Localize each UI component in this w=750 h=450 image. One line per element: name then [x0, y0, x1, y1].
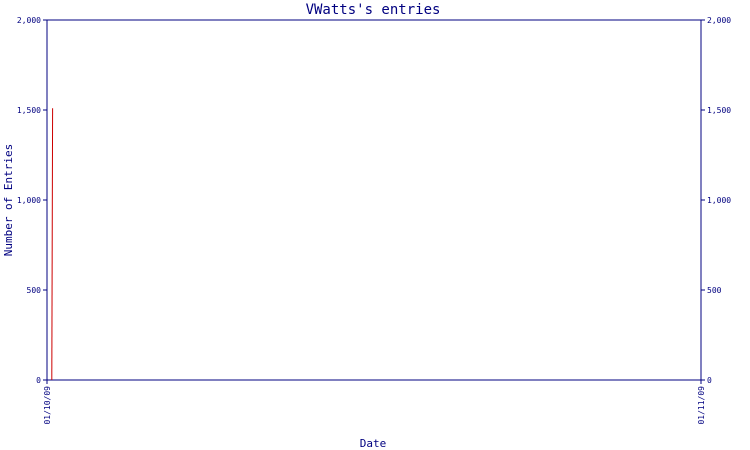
- series-line: [51, 108, 54, 381]
- y-tick-label-right: 1,500: [707, 106, 731, 115]
- x-axis: 01/10/09 01/11/09: [43, 380, 706, 425]
- y-tick-label-left: 500: [27, 286, 42, 295]
- y-tick-label-left: 1,000: [17, 196, 41, 205]
- x-axis-label: Date: [360, 437, 387, 450]
- right-axis: 0 500 1,000 1,500 2,000: [701, 16, 731, 385]
- y-tick-label-right: 2,000: [707, 16, 731, 25]
- y-tick-label-right: 0: [707, 376, 712, 385]
- x-tick-label: 01/11/09: [697, 386, 706, 425]
- y-tick-label-right: 500: [707, 286, 722, 295]
- series-layer: [51, 108, 54, 381]
- y-tick-label-left: 1,500: [17, 106, 41, 115]
- y-tick-label-right: 1,000: [707, 196, 731, 205]
- chart-title: VWatts's entries: [306, 2, 441, 18]
- y-tick-label-left: 0: [36, 376, 41, 385]
- y-tick-label-left: 2,000: [17, 16, 41, 25]
- x-tick-label: 01/10/09: [43, 386, 52, 425]
- y-axis-label: Number of Entries: [2, 144, 15, 257]
- left-axis: 0 500 1,000 1,500 2,000: [17, 16, 47, 385]
- plot-frame: [46, 19, 702, 381]
